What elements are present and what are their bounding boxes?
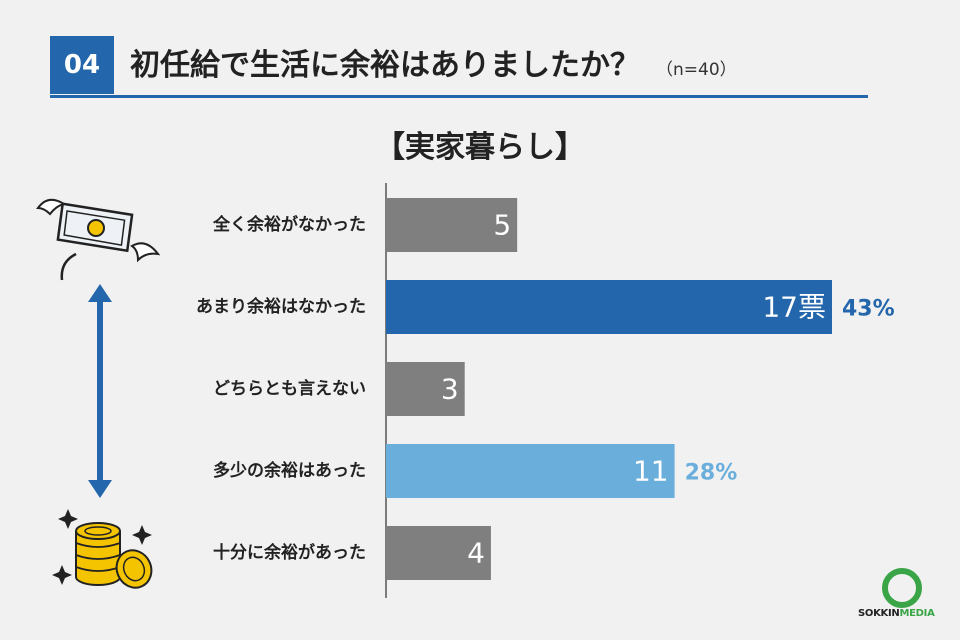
bar-value-label: 11 bbox=[633, 455, 669, 488]
logo-ring-icon bbox=[882, 568, 922, 608]
title-underline bbox=[50, 95, 868, 98]
brand-logo: SOKKINMEDIA bbox=[858, 566, 958, 632]
bar bbox=[386, 280, 832, 334]
chart-title: 【実家暮らし】 bbox=[375, 130, 585, 165]
bar bbox=[386, 444, 675, 498]
bar bbox=[386, 526, 491, 580]
bar-value-label: 5 bbox=[493, 209, 511, 242]
coins-icon bbox=[52, 509, 153, 589]
bar bbox=[386, 362, 465, 416]
category-label: 全く余裕がなかった bbox=[212, 214, 366, 235]
page-title: 初任給で生活に余裕はありましたか？ （n=40） bbox=[130, 40, 737, 90]
category-label: 多少の余裕はあった bbox=[213, 460, 366, 481]
sample-size: （n=40） bbox=[656, 60, 737, 80]
percent-label: 43% bbox=[842, 297, 895, 322]
bar-value-label: 4 bbox=[467, 537, 485, 570]
logo-wordmark: SOKKINMEDIA bbox=[858, 608, 935, 619]
category-label: 十分に余裕があった bbox=[213, 542, 366, 563]
question-title: 初任給で生活に余裕はありましたか？ bbox=[130, 48, 640, 83]
question-number-badge: 04 bbox=[50, 36, 114, 94]
double-arrow-icon bbox=[88, 284, 112, 498]
percent-label: 28% bbox=[685, 461, 738, 486]
bar-value-label: 3 bbox=[441, 373, 459, 406]
bar bbox=[386, 198, 518, 252]
bar-value-label: 17票 bbox=[762, 291, 826, 324]
category-label: あまり余裕はなかった bbox=[196, 296, 366, 317]
category-label: どちらとも言えない bbox=[213, 378, 366, 399]
flying-money-icon bbox=[36, 198, 161, 281]
